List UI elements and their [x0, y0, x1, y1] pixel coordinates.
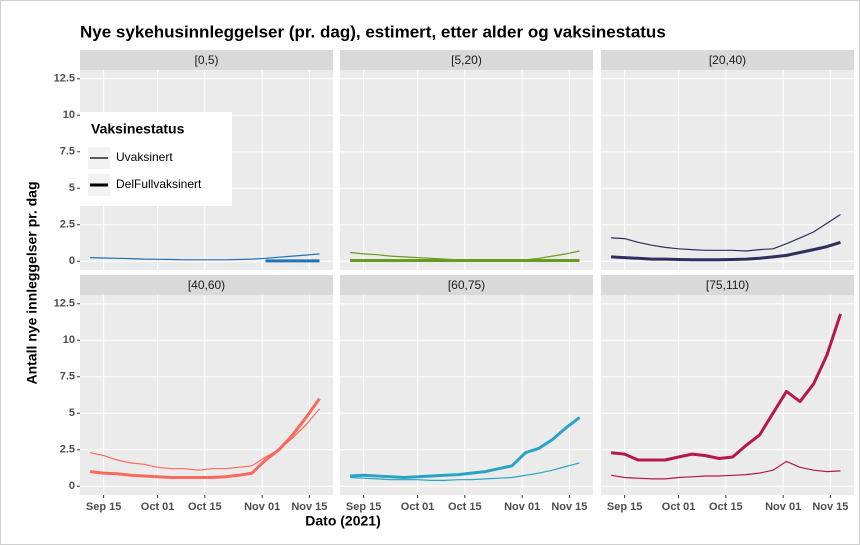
y-tick-label: 0	[69, 480, 75, 492]
strip-label: [60,75)	[448, 278, 485, 292]
chart-title: Nye sykehusinnleggelser (pr. dag), estim…	[80, 22, 666, 41]
series-line	[89, 397, 321, 479]
strip-label: [40,60)	[188, 278, 225, 292]
x-tick-label: Oct 15	[709, 501, 743, 513]
x-tick-label: Sep 15	[86, 501, 121, 513]
series-line	[611, 213, 841, 252]
panel: [40,60) 0 2.5 5 7.5 10 12.5 Sep 15 Oct 01 Oct 15 N…	[54, 275, 333, 513]
series-line	[611, 240, 841, 262]
x-tick-label: Nov 15	[551, 501, 587, 513]
y-tick-label: 7.5	[60, 371, 75, 383]
x-axis-label: Dato (2021)	[305, 513, 380, 529]
strip	[340, 275, 593, 295]
strip-label: [20,40)	[709, 53, 746, 67]
panel-background	[80, 295, 333, 495]
y-tick-label: 10	[63, 109, 75, 121]
strip	[80, 50, 333, 70]
y-tick-label: 5	[69, 407, 75, 419]
series-line	[610, 313, 842, 462]
y-tick-label: 10	[63, 334, 75, 346]
series-line	[350, 462, 580, 481]
x-tick-label: Nov 01	[504, 501, 540, 513]
panel-background	[601, 70, 854, 270]
legend-label: DelFullvaksinert	[116, 177, 202, 191]
y-tick-label: 0	[69, 255, 75, 267]
x-tick-label: Nov 15	[291, 501, 327, 513]
strip-label: [0,5)	[194, 53, 218, 67]
panel: [5,20)	[340, 50, 593, 270]
x-tick-label: Oct 01	[401, 501, 435, 513]
strip-label: [75,110)	[706, 278, 749, 292]
y-tick-label: 12.5	[54, 73, 75, 85]
y-tick-label: 2.5	[60, 444, 75, 456]
y-tick-label: 5	[69, 182, 75, 194]
series-line	[350, 416, 581, 479]
x-tick-label: Nov 15	[812, 501, 848, 513]
legend-title: Vaksinestatus	[91, 121, 185, 137]
strip	[601, 50, 854, 70]
panel: [20,40)	[601, 50, 854, 270]
panel: [75,110) Sep 15 Oct 01 Oct 15 Nov 01 Nov 15	[601, 275, 854, 513]
strip-label: [5,20)	[451, 53, 482, 67]
y-tick-label: 2.5	[60, 219, 75, 231]
y-tick-label: 12.5	[54, 298, 75, 310]
x-tick-label: Oct 01	[141, 501, 175, 513]
series-line	[611, 460, 841, 480]
y-tick-label: 7.5	[60, 146, 75, 158]
series-line	[90, 253, 320, 261]
panel-background	[601, 295, 854, 495]
x-tick-label: Sep 15	[346, 501, 381, 513]
panel: [60,75) Sep 15 Oct 01 Oct 15 Nov 01 Nov 15	[340, 275, 593, 513]
x-tick-label: Sep 15	[607, 501, 642, 513]
panel-background	[340, 70, 593, 270]
strip	[80, 275, 333, 295]
x-tick-label: Nov 01	[244, 501, 280, 513]
panel-background	[340, 295, 593, 495]
x-tick-label: Oct 15	[188, 501, 222, 513]
legend: Vaksinestatus Uvaksinert DelFullvaksinert	[80, 112, 232, 206]
x-tick-label: Nov 01	[765, 501, 801, 513]
y-axis-label: Antall nye innleggelser pr. dag	[24, 181, 40, 384]
x-tick-label: Oct 15	[448, 501, 482, 513]
strip	[340, 50, 593, 70]
legend-label: Uvaksinert	[116, 150, 173, 164]
strip	[601, 275, 854, 295]
x-tick-label: Oct 01	[662, 501, 696, 513]
